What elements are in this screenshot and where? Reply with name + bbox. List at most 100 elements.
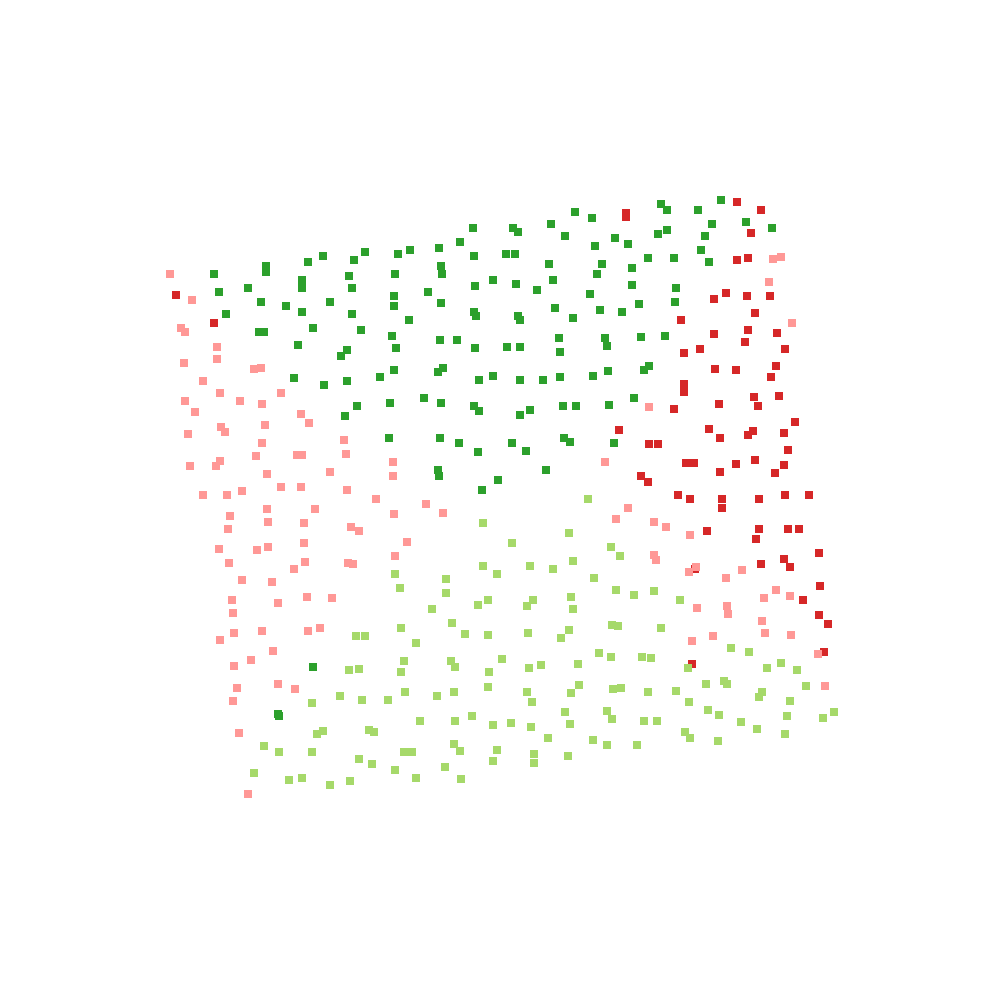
data-point [384,696,392,704]
data-point [780,555,788,563]
data-point [420,394,428,402]
data-point [216,389,224,397]
data-point [181,328,189,336]
data-point [453,336,461,344]
data-point [343,346,351,354]
data-point [479,562,487,570]
data-point [609,685,617,693]
data-point [391,552,399,560]
data-point [484,683,492,691]
data-point [247,656,255,664]
data-point [584,495,592,503]
data-point [556,348,564,356]
data-point [567,689,575,697]
data-point [705,425,713,433]
data-point [715,400,723,408]
data-point [469,224,477,232]
data-point [814,650,822,658]
data-point [300,539,308,547]
data-point [502,250,510,258]
data-point [672,687,680,695]
data-point [522,447,530,455]
data-point [257,298,265,306]
data-point [391,270,399,278]
data-point [755,495,763,503]
data-point [424,288,432,296]
data-point [503,343,511,351]
data-point [475,407,483,415]
data-point [386,399,394,407]
data-point [213,355,221,363]
data-point [390,302,398,310]
data-point [258,627,266,635]
data-point [670,254,678,262]
data-point [640,366,648,374]
data-point [441,763,449,771]
data-point [703,527,711,535]
data-point [650,518,658,526]
data-point [223,491,231,499]
data-point [680,349,688,357]
data-point [309,663,317,671]
data-point [686,495,694,503]
data-point [400,657,408,665]
data-point [348,310,356,318]
data-point [435,244,443,252]
series-2 [166,253,829,798]
data-point [564,752,572,760]
data-point [347,523,355,531]
data-point [294,341,302,349]
data-point [704,706,712,714]
data-point [556,373,564,381]
data-point [670,405,678,413]
data-point [436,336,444,344]
data-point [549,276,557,284]
data-point [305,419,313,427]
data-point [210,270,218,278]
data-point [229,609,237,617]
data-point [686,531,694,539]
data-point [771,469,779,477]
data-point [355,527,363,535]
data-point [451,717,459,725]
data-point [603,741,611,749]
data-point [555,334,563,342]
data-point [263,505,271,513]
data-point [542,466,550,474]
data-point [559,402,567,410]
data-point [615,426,623,434]
data-point [747,229,755,237]
data-point [608,621,616,629]
data-point [285,776,293,784]
data-point [346,777,354,785]
data-point [645,403,653,411]
data-point [561,708,569,716]
data-point [591,242,599,250]
data-point [795,525,803,533]
data-point [186,462,194,470]
data-point [451,663,459,671]
data-point [297,483,305,491]
data-point [786,563,794,571]
data-point [645,440,653,448]
data-point [640,717,648,725]
data-point [258,439,266,447]
data-point [456,747,464,755]
data-point [320,381,328,389]
data-point [391,766,399,774]
data-point [598,260,606,268]
data-point [686,734,694,742]
data-point [435,472,443,480]
data-point [523,688,531,696]
data-point [361,632,369,640]
data-point [470,402,478,410]
data-point [526,562,534,570]
data-point [529,596,537,604]
data-point [277,389,285,397]
data-point [682,459,690,467]
data-point [509,224,517,232]
data-point [741,338,749,346]
data-point [274,710,282,718]
data-point [788,319,796,327]
data-point [298,774,306,782]
